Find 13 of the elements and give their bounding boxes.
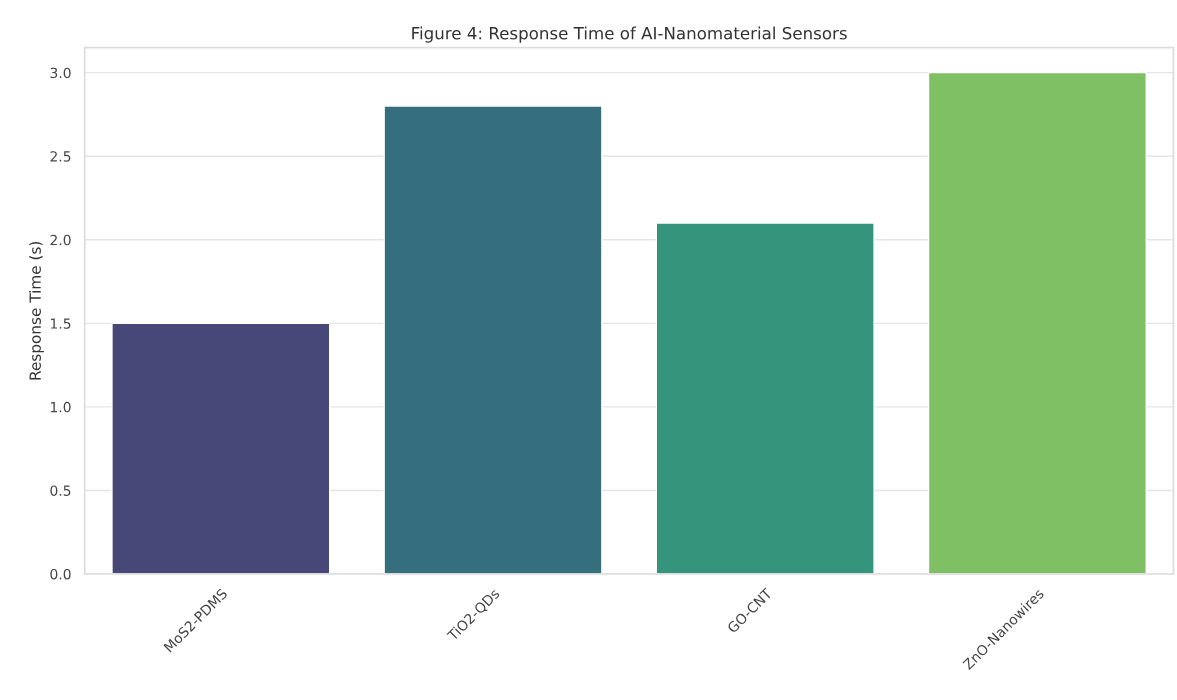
y-tick-label: 2.5: [50, 151, 71, 162]
y-tick-label: 0.5: [50, 485, 71, 496]
y-tick-label: 2.0: [50, 234, 71, 246]
y-tick-label: 0.0: [50, 568, 71, 580]
y-tick-label: 3.0: [50, 67, 71, 79]
bar: [655, 222, 875, 574]
bar: [111, 322, 331, 574]
chart-title: Figure 4: Response Time of AI-Nanomaterial Sensors: [412, 26, 847, 43]
y-tick-label: 1.0: [50, 401, 71, 413]
y-axis-title: Response Time (s): [29, 241, 44, 380]
y-tick-label: 1.5: [50, 318, 71, 329]
bar: [927, 71, 1147, 574]
bar: [383, 105, 603, 574]
